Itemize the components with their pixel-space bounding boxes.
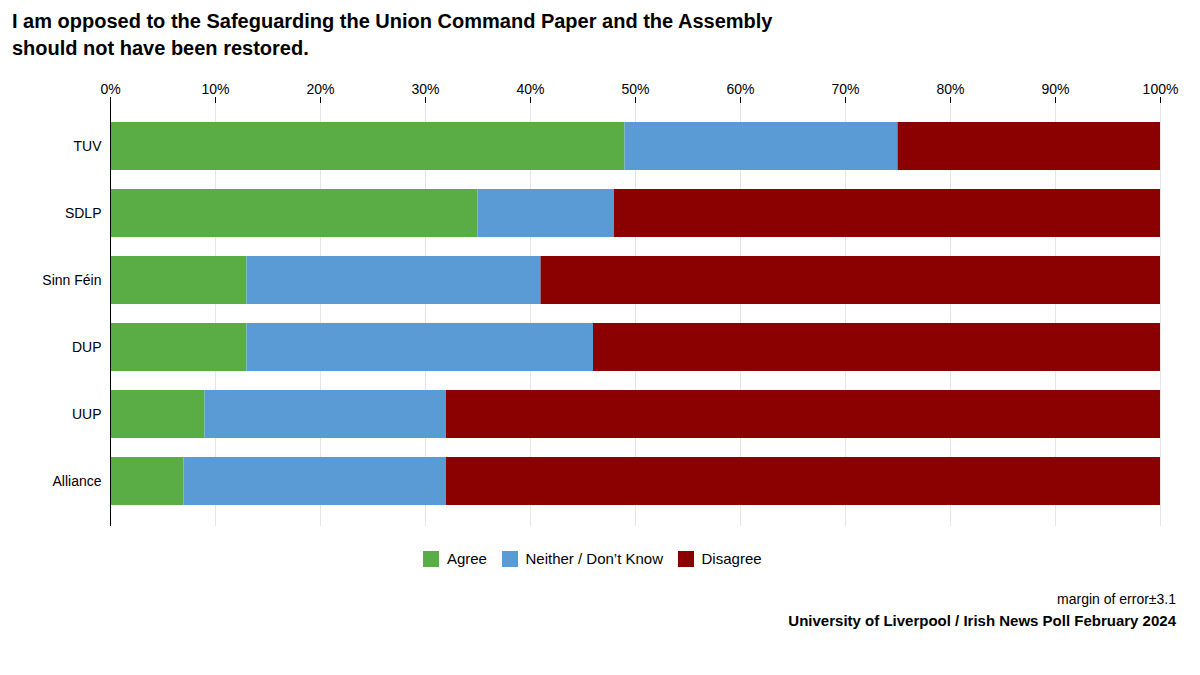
svg-text:90%: 90% xyxy=(1041,81,1069,97)
html-text:Neither / Don’t Know: Neither / Don’t Know xyxy=(525,550,663,567)
svg-text:40%: 40% xyxy=(516,81,544,97)
svg-text:10%: 10% xyxy=(201,81,229,97)
svg-text:80%: 80% xyxy=(936,81,964,97)
svg-text:30%: 30% xyxy=(411,81,439,97)
svg-text:DUP: DUP xyxy=(72,339,102,355)
html-text:I am opposed to the Safeguardi: I am opposed to the Safeguarding the Uni… xyxy=(12,10,773,59)
svg-text:TUV: TUV xyxy=(74,138,103,154)
svg-text:0%: 0% xyxy=(100,81,120,97)
svg-text:UUP: UUP xyxy=(72,406,102,422)
html-text:margin of error±3.1: margin of error±3.1 xyxy=(1057,590,1176,607)
svg-text:50%: 50% xyxy=(621,81,649,97)
svg-text:SDLP: SDLP xyxy=(65,205,102,221)
svg-text:70%: 70% xyxy=(831,81,859,97)
svg-text:Sinn Féin: Sinn Féin xyxy=(42,272,101,288)
html-text:Disagree: Disagree xyxy=(701,550,762,567)
html-text:University of Liverpool / Iris: University of Liverpool / Irish News Pol… xyxy=(788,611,1176,629)
svg-text:Alliance: Alliance xyxy=(52,473,101,489)
html-text:Agree: Agree xyxy=(446,550,487,567)
svg-text:20%: 20% xyxy=(306,81,334,97)
svg-text:100%: 100% xyxy=(1143,81,1179,97)
svg-text:60%: 60% xyxy=(726,81,754,97)
